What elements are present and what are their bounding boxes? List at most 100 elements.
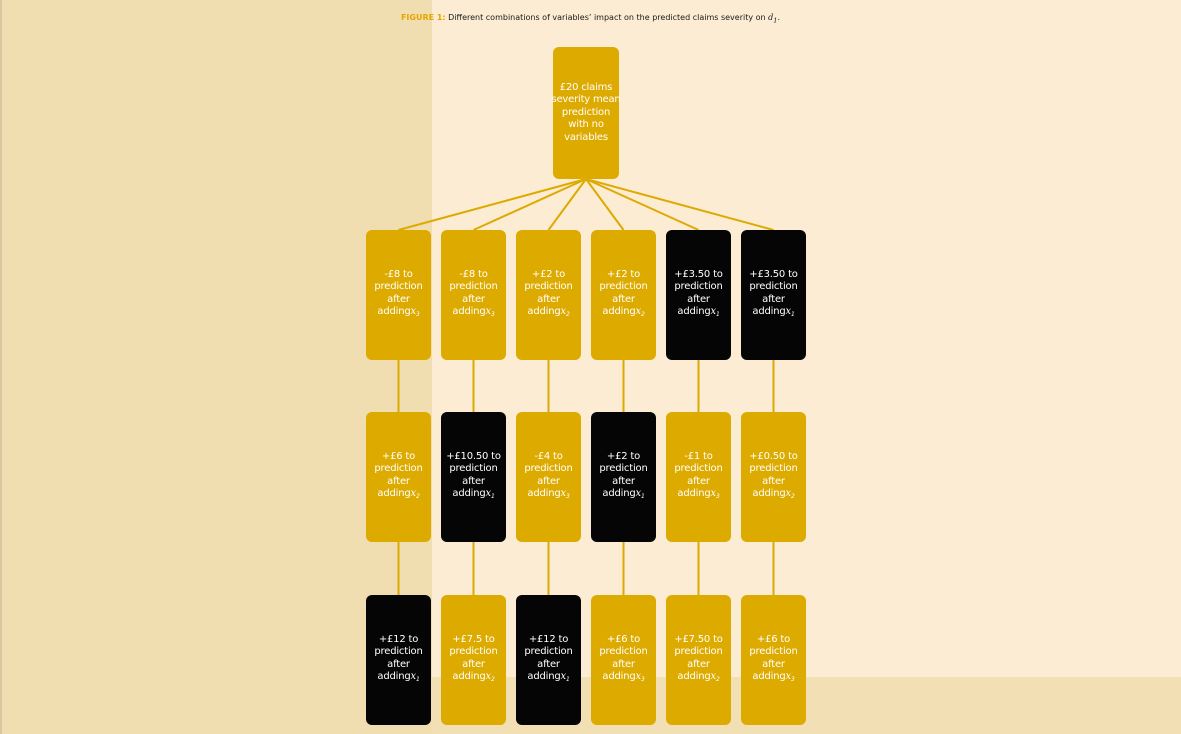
variable-symbol: x bbox=[560, 306, 567, 317]
node-variable-line: addingx2 bbox=[377, 488, 420, 500]
node-variable-line: addingx2 bbox=[452, 671, 495, 683]
variable-symbol: x bbox=[560, 488, 567, 499]
node-path2-step2: +£10.50 to prediction after addingx1 bbox=[441, 412, 506, 542]
connector-line bbox=[398, 178, 587, 231]
node-path4-step2: +£2 to prediction after addingx1 bbox=[591, 412, 656, 542]
node-text: prediction bbox=[524, 646, 573, 657]
node-text: after bbox=[387, 658, 410, 670]
node-amount: -£8 to bbox=[384, 268, 413, 280]
node-variable-line: addingx1 bbox=[677, 306, 720, 318]
node-text: after bbox=[387, 475, 410, 487]
connector-line bbox=[547, 178, 587, 231]
root-line: prediction bbox=[561, 106, 611, 118]
node-text: after bbox=[687, 293, 710, 305]
node-text: after bbox=[462, 293, 485, 305]
node-text: after bbox=[762, 293, 785, 305]
node-path3-step3: +£12 to prediction after addingx1 bbox=[516, 595, 581, 725]
node-text: prediction bbox=[449, 463, 498, 474]
node-variable-line: addingx1 bbox=[752, 306, 795, 318]
node-text: prediction bbox=[599, 646, 648, 657]
node-amount: -£4 to bbox=[534, 450, 563, 462]
node-amount: +£12 to bbox=[528, 633, 569, 645]
node-amount: +£3.50 to bbox=[674, 268, 723, 280]
background-panel-left bbox=[0, 0, 434, 734]
node-variable-line: addingx3 bbox=[377, 306, 420, 318]
node-variable-line: addingx1 bbox=[602, 488, 645, 500]
node-text: after bbox=[462, 475, 485, 487]
variable-symbol: x bbox=[635, 306, 642, 317]
node-variable-line: addingx2 bbox=[677, 671, 720, 683]
connector-line bbox=[585, 178, 774, 231]
node-variable-line: addingx1 bbox=[527, 671, 570, 683]
caption-symbol: d1 bbox=[768, 13, 778, 25]
variable-symbol: x bbox=[410, 671, 417, 682]
node-path4-step1: +£2 to prediction after addingx2 bbox=[591, 230, 656, 360]
node-path5-step2: -£1 to prediction after addingx3 bbox=[666, 412, 731, 542]
root-node: £20 claims severity mean prediction with… bbox=[551, 47, 621, 179]
connector-line bbox=[585, 178, 699, 231]
node-text: after bbox=[612, 293, 635, 305]
node-variable-line: addingx2 bbox=[752, 488, 795, 500]
variable-symbol: x bbox=[710, 306, 717, 317]
node-text: after bbox=[687, 475, 710, 487]
node-amount: -£8 to bbox=[459, 268, 488, 280]
node-text: prediction bbox=[374, 463, 423, 474]
node-text: after bbox=[762, 658, 785, 670]
node-text: prediction bbox=[374, 281, 423, 292]
node-text: after bbox=[537, 293, 560, 305]
node-text: prediction bbox=[674, 281, 723, 292]
node-amount: +£6 to bbox=[381, 450, 416, 462]
node-variable-line: addingx3 bbox=[602, 671, 645, 683]
variable-subscript: 1 bbox=[565, 676, 570, 683]
variable-symbol: x bbox=[785, 306, 792, 317]
variable-symbol: x bbox=[710, 671, 717, 682]
node-text: prediction bbox=[749, 463, 798, 474]
node-text: prediction bbox=[599, 463, 648, 474]
variable-symbol: x bbox=[785, 671, 792, 682]
variable-subscript: 3 bbox=[415, 311, 420, 318]
figure-caption-text: Different combinations of variables’ imp… bbox=[448, 13, 766, 22]
node-amount: -£1 to bbox=[684, 450, 713, 462]
node-text: prediction bbox=[599, 281, 648, 292]
variable-subscript: 2 bbox=[415, 493, 420, 500]
node-amount: +£7.50 to bbox=[674, 633, 723, 645]
node-path5-step1: +£3.50 to prediction after addingx1 bbox=[666, 230, 731, 360]
node-text: prediction bbox=[749, 281, 798, 292]
variable-symbol: x bbox=[710, 488, 717, 499]
node-path5-step3: +£7.50 to prediction after addingx2 bbox=[666, 595, 731, 725]
node-variable-line: addingx1 bbox=[377, 671, 420, 683]
node-path2-step1: -£8 to prediction after addingx3 bbox=[441, 230, 506, 360]
node-path1-step3: +£12 to prediction after addingx1 bbox=[366, 595, 431, 725]
node-text: after bbox=[537, 475, 560, 487]
node-variable-line: addingx3 bbox=[527, 488, 570, 500]
root-line: variables bbox=[564, 131, 608, 143]
variable-subscript: 2 bbox=[640, 311, 645, 318]
node-variable-line: addingx2 bbox=[527, 306, 570, 318]
node-path3-step2: -£4 to prediction after addingx3 bbox=[516, 412, 581, 542]
node-variable-line: addingx3 bbox=[752, 671, 795, 683]
variable-symbol: x bbox=[635, 671, 642, 682]
connector-line bbox=[585, 178, 625, 231]
variable-subscript: 3 bbox=[715, 493, 720, 500]
node-path6-step3: +£6 to prediction after addingx3 bbox=[741, 595, 806, 725]
node-amount: +£6 to bbox=[606, 633, 641, 645]
node-text: after bbox=[612, 475, 635, 487]
node-text: prediction bbox=[674, 646, 723, 657]
caption-symbol-letter: d bbox=[768, 13, 774, 22]
variable-symbol: x bbox=[785, 488, 792, 499]
node-path1-step1: -£8 to prediction after addingx3 bbox=[366, 230, 431, 360]
variable-subscript: 2 bbox=[565, 311, 570, 318]
variable-symbol: x bbox=[485, 488, 492, 499]
variable-subscript: 3 bbox=[565, 493, 570, 500]
variable-symbol: x bbox=[410, 488, 417, 499]
variable-symbol: x bbox=[485, 671, 492, 682]
node-text: prediction bbox=[749, 646, 798, 657]
caption-symbol-sub: 1 bbox=[773, 16, 778, 25]
variable-subscript: 3 bbox=[490, 311, 495, 318]
node-amount: +£7.5 to bbox=[452, 633, 495, 645]
variable-subscript: 2 bbox=[490, 676, 495, 683]
node-amount: +£2 to bbox=[531, 268, 566, 280]
variable-subscript: 1 bbox=[640, 493, 645, 500]
node-text: after bbox=[387, 293, 410, 305]
node-text: prediction bbox=[449, 646, 498, 657]
